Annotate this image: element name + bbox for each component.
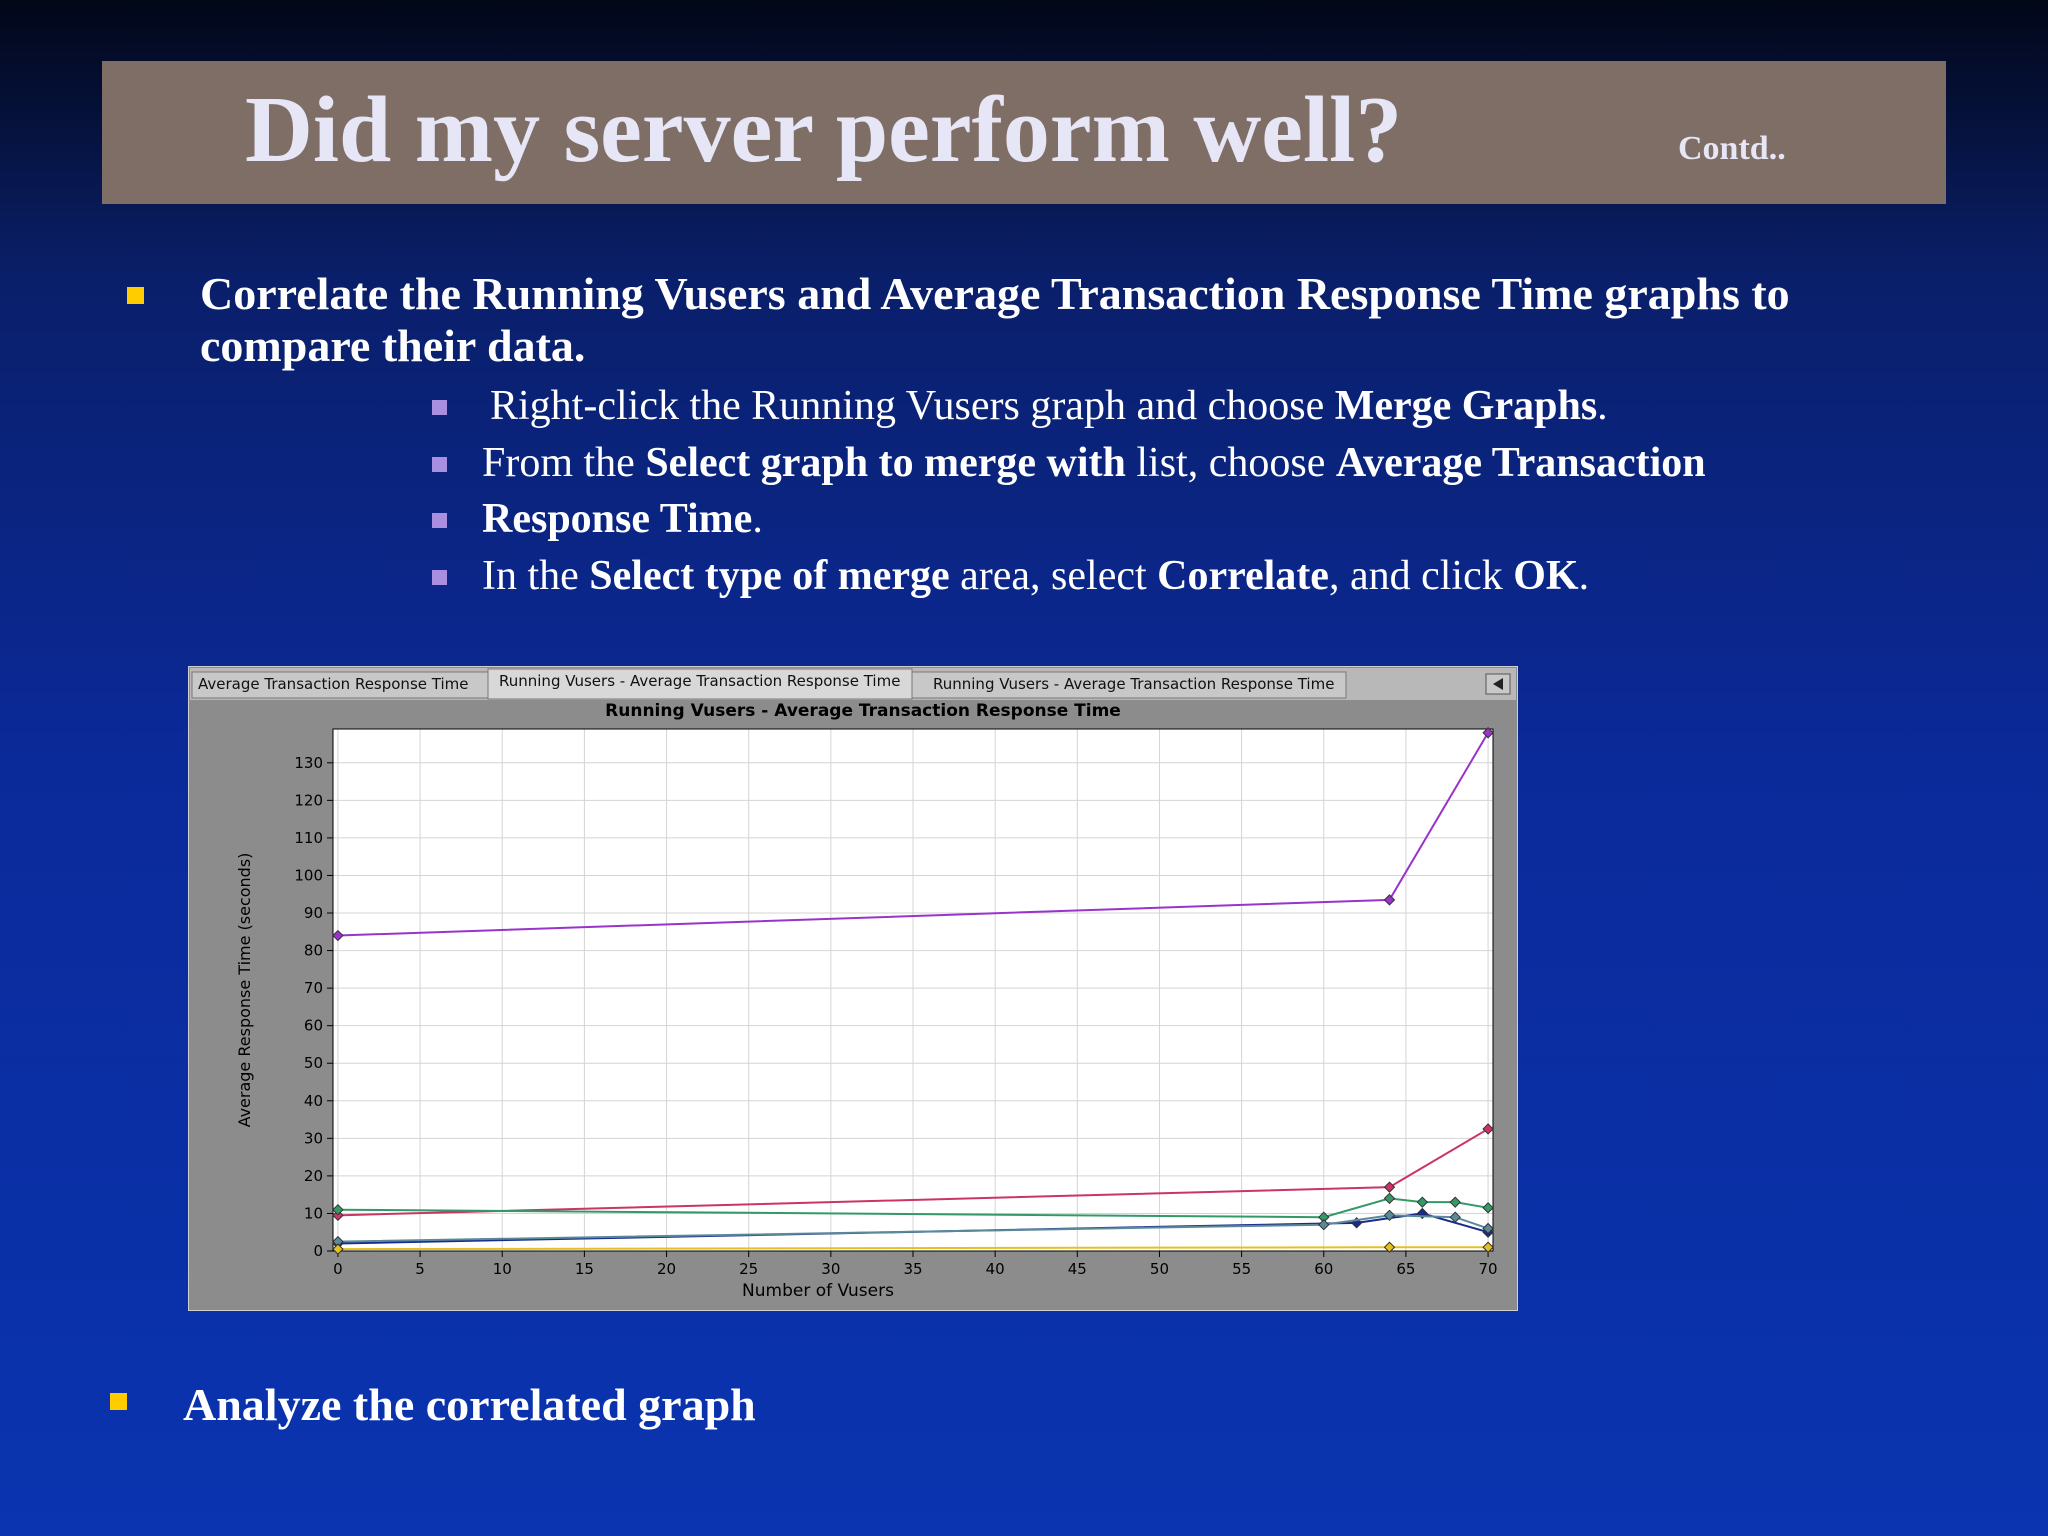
text: list, choose bbox=[1125, 440, 1336, 486]
title-band bbox=[102, 61, 1946, 204]
text: Correlate bbox=[1157, 553, 1329, 599]
text: , and click bbox=[1328, 553, 1514, 599]
y-tick-label: 60 bbox=[304, 1017, 323, 1035]
y-tick-label: 120 bbox=[294, 791, 323, 809]
tab[interactable] bbox=[911, 671, 1347, 699]
marker bbox=[1383, 1241, 1396, 1253]
marker bbox=[1383, 894, 1396, 906]
x-tick-label: 35 bbox=[903, 1260, 922, 1278]
marker bbox=[1416, 1196, 1429, 1208]
marker bbox=[1482, 1123, 1494, 1135]
y-tick-label: 0 bbox=[313, 1242, 323, 1260]
contd: Contd.. bbox=[1678, 130, 1786, 167]
text: From the bbox=[482, 440, 646, 486]
y-tick-label: 30 bbox=[304, 1129, 323, 1147]
bullet-text: Analyze the correlated graph bbox=[183, 1379, 756, 1430]
x-tick-label: 70 bbox=[1479, 1260, 1498, 1278]
marker bbox=[1449, 1211, 1461, 1223]
marker bbox=[332, 1243, 344, 1255]
text: Response Time bbox=[482, 496, 753, 542]
tab-label[interactable]: Running Vusers - Average Transaction Res… bbox=[933, 675, 1334, 693]
bullet-marker bbox=[127, 287, 144, 304]
text: Right-click the Running Vusers graph and… bbox=[490, 383, 1335, 429]
y-tick-label: 50 bbox=[304, 1054, 323, 1072]
marker bbox=[332, 1203, 344, 1216]
slide-title: Did my server perform well? bbox=[245, 78, 1403, 182]
chart-window: Average Transaction Response Time Runnin… bbox=[188, 666, 1518, 1311]
marker bbox=[1449, 1196, 1461, 1208]
tab-active[interactable] bbox=[487, 668, 913, 700]
marker bbox=[1482, 1222, 1494, 1235]
x-tick-label: 20 bbox=[657, 1260, 676, 1278]
chart-title: Running Vusers - Average Transaction Res… bbox=[605, 701, 1121, 721]
x-tick-label: 0 bbox=[333, 1260, 343, 1278]
marker bbox=[1383, 1209, 1396, 1222]
y-tick-label: 90 bbox=[304, 904, 323, 922]
x-tick-label: 30 bbox=[821, 1260, 840, 1278]
x-tick-label: 25 bbox=[739, 1260, 758, 1278]
x-tick-label: 5 bbox=[415, 1260, 425, 1278]
y-tick-label: 80 bbox=[304, 942, 323, 960]
y-tick-label: 100 bbox=[294, 866, 323, 884]
x-tick-label: 45 bbox=[1068, 1260, 1087, 1278]
x-tick-label: 60 bbox=[1314, 1260, 1333, 1278]
step: Right-click the Running Vusers graph and… bbox=[490, 382, 1608, 430]
text: Select type of merge bbox=[589, 553, 950, 599]
bullet-marker bbox=[432, 400, 447, 415]
bullet-marker bbox=[432, 457, 447, 472]
text: Merge Graphs bbox=[1334, 383, 1598, 429]
x-tick-label: 40 bbox=[986, 1260, 1005, 1278]
arrow-icon bbox=[1493, 678, 1503, 690]
step: In the Select type of merge area, select… bbox=[482, 552, 1589, 600]
x-tick-label: 65 bbox=[1396, 1260, 1415, 1278]
x-tick-label: 15 bbox=[575, 1260, 594, 1278]
marker bbox=[1482, 727, 1494, 739]
x-tick-label: 10 bbox=[493, 1260, 512, 1278]
marker bbox=[1383, 1192, 1396, 1205]
y-tick-label: 70 bbox=[304, 979, 323, 997]
y-tick-label: 130 bbox=[294, 754, 323, 772]
text: Select graph to merge with bbox=[645, 440, 1126, 486]
tab-label[interactable]: Average Transaction Response Time bbox=[198, 675, 468, 693]
x-tick-label: 50 bbox=[1150, 1260, 1169, 1278]
y-tick-label: 20 bbox=[304, 1167, 323, 1185]
x-axis-label: Number of Vusers bbox=[742, 1281, 894, 1301]
text: . bbox=[1578, 553, 1590, 599]
text: OK bbox=[1513, 553, 1579, 599]
text: Average Transaction bbox=[1335, 440, 1706, 486]
bullet-text: Correlate the Running Vusers and Average… bbox=[200, 268, 1790, 371]
step: From the Select graph to merge with list… bbox=[482, 439, 1706, 487]
y-tick-label: 10 bbox=[304, 1204, 323, 1222]
text: area, select bbox=[949, 553, 1158, 599]
marker bbox=[1482, 1202, 1494, 1214]
tab-label[interactable]: Running Vusers - Average Transaction Res… bbox=[499, 672, 900, 690]
y-axis-label: Average Response Time (seconds) bbox=[235, 853, 254, 1128]
bullet-marker bbox=[432, 513, 447, 528]
line bbox=[337, 1197, 1489, 1219]
bullet-marker bbox=[110, 1393, 127, 1410]
marker bbox=[332, 929, 344, 942]
marker bbox=[1482, 1241, 1494, 1253]
plot-border bbox=[332, 728, 1494, 1252]
step: Response Time. bbox=[482, 495, 763, 543]
x-tick-label: 55 bbox=[1232, 1260, 1251, 1278]
text: . bbox=[752, 496, 763, 542]
text: In the bbox=[482, 553, 590, 599]
marker bbox=[1383, 1181, 1396, 1193]
y-tick-label: 110 bbox=[294, 829, 323, 847]
text: . bbox=[1597, 383, 1608, 429]
y-tick-label: 40 bbox=[304, 1092, 323, 1110]
marker bbox=[1318, 1219, 1330, 1231]
bullet-marker bbox=[432, 570, 447, 585]
